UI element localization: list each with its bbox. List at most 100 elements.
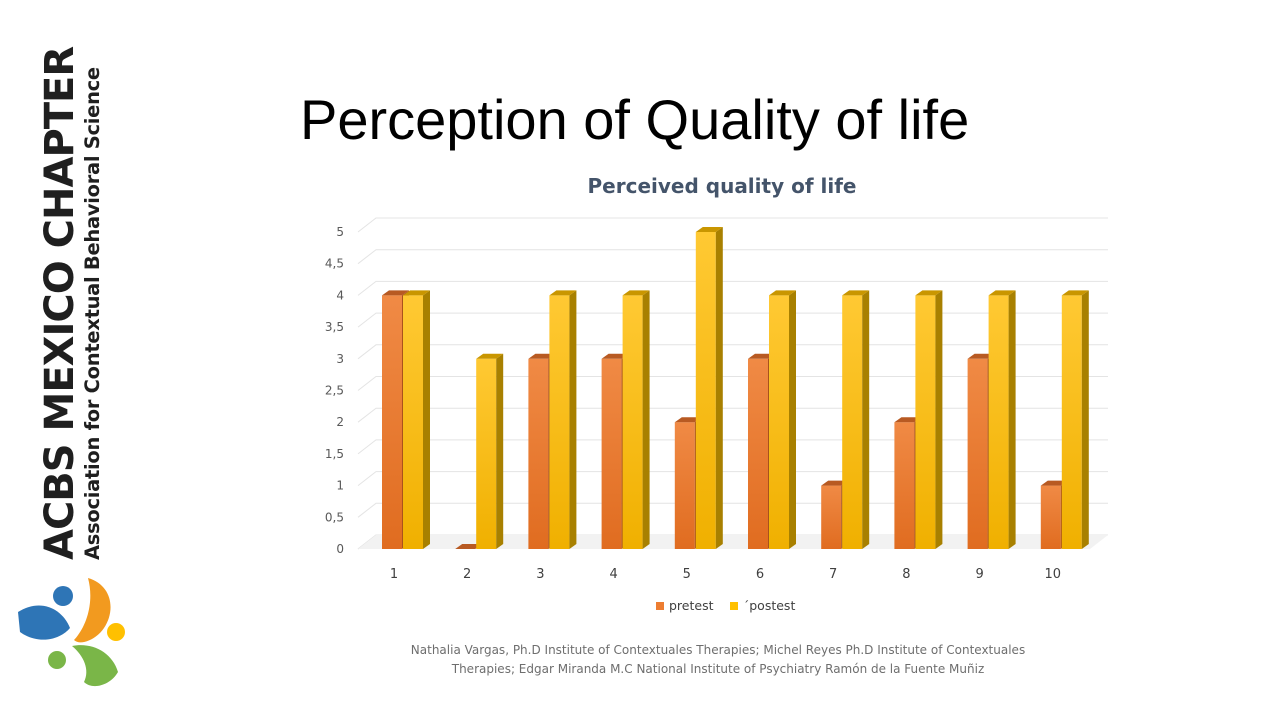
bar-front — [915, 295, 936, 549]
bar-top — [695, 227, 723, 232]
bar-postest — [1061, 290, 1089, 549]
legend-swatch — [730, 602, 738, 610]
x-tick-label: 1 — [390, 567, 398, 582]
bar-side — [423, 290, 430, 549]
bar-chart: Perceived quality of life 0 0,5 1 1,5 2 2,5 3 3… — [325, 174, 1108, 613]
y-tick-label: 0,5 — [325, 510, 344, 524]
gridline — [357, 249, 1108, 265]
x-tick-label: 8 — [902, 567, 910, 582]
logo-dot-yellow — [107, 623, 125, 641]
x-tick-label: 6 — [756, 567, 764, 582]
bar-front — [748, 358, 768, 549]
bar-top — [915, 290, 943, 296]
bar-top — [601, 353, 629, 359]
footnote: Nathalia Vargas, Ph.D Institute of Conte… — [410, 643, 1026, 676]
y-tick-label: 1 — [336, 479, 344, 493]
bar-top — [821, 480, 849, 486]
logo-dot-green — [48, 651, 66, 669]
y-tick-label: 0 — [336, 542, 344, 556]
bar-front — [842, 295, 863, 549]
bar-postest — [915, 290, 943, 549]
bar-postest — [403, 290, 430, 549]
bar-front — [382, 295, 402, 549]
bar-top — [476, 353, 504, 359]
x-tick-label: 7 — [829, 567, 837, 582]
bar-front — [695, 232, 716, 549]
gridline — [357, 280, 1108, 296]
gridline — [357, 217, 1108, 233]
bar-front — [821, 485, 842, 549]
x-tick-label: 3 — [536, 567, 544, 582]
bar-top — [1061, 290, 1089, 296]
acbs-logo: ACBS MEXICO CHAPTER Association for Cont… — [0, 0, 140, 720]
chart-title: Perceived quality of life — [588, 174, 857, 198]
bar-front — [988, 295, 1009, 549]
bar-side — [642, 290, 650, 549]
bar-postest — [695, 227, 723, 549]
bar-side — [569, 290, 577, 549]
bar-top — [894, 417, 922, 423]
legend: pretest ´postest — [656, 598, 795, 613]
y-tick-label: 2 — [336, 415, 344, 429]
slide-title: Perception of Quality of life — [300, 88, 970, 151]
bar-side — [862, 290, 870, 549]
bar-side — [1081, 290, 1089, 549]
bar-side — [789, 290, 796, 549]
bar-top — [403, 290, 430, 296]
bar-front — [1040, 485, 1061, 549]
bar-front — [894, 422, 915, 549]
bar-top — [528, 353, 556, 359]
bar-side — [715, 227, 723, 549]
bar-top — [748, 353, 775, 359]
bar-pretest — [455, 544, 483, 549]
bar-side — [496, 353, 504, 549]
bar-top — [382, 290, 409, 296]
bar-postest — [549, 290, 577, 549]
bar-top — [549, 290, 577, 296]
bar-front — [403, 295, 423, 549]
bar-postest — [842, 290, 870, 549]
bar-front — [967, 358, 988, 549]
logo-emblem — [18, 578, 125, 687]
logo-swoosh-green — [72, 645, 118, 687]
legend-label: ´postest — [743, 598, 795, 613]
bar-front — [528, 358, 549, 549]
x-tick-label: 9 — [975, 567, 983, 582]
bar-top — [622, 290, 650, 296]
x-axis-ticks: 1 2 3 4 5 6 7 8 9 10 — [390, 567, 1061, 582]
bar-front — [769, 295, 789, 549]
y-tick-label: 4,5 — [325, 257, 344, 271]
y-tick-label: 2,5 — [325, 384, 344, 398]
bar-top — [455, 544, 483, 549]
bar-top — [1040, 480, 1068, 486]
y-tick-label: 3 — [336, 352, 344, 366]
bar-front — [1061, 295, 1082, 549]
bars — [382, 227, 1089, 549]
logo-swoosh-blue — [18, 605, 70, 640]
bar-side — [1008, 290, 1016, 549]
x-tick-label: 10 — [1045, 567, 1062, 582]
y-axis-ticks: 0 0,5 1 1,5 2 2,5 3 3,5 4 4,5 5 — [325, 225, 344, 556]
logo-dot-blue — [53, 586, 73, 606]
bar-front — [674, 422, 695, 549]
bar-top — [674, 417, 702, 423]
bar-top — [967, 353, 995, 359]
bar-front — [601, 358, 622, 549]
bar-top — [842, 290, 870, 296]
bar-side — [935, 290, 943, 549]
legend-label: pretest — [669, 598, 714, 613]
x-tick-label: 4 — [609, 567, 617, 582]
bar-top — [988, 290, 1016, 296]
x-tick-label: 5 — [683, 567, 691, 582]
bar-postest — [988, 290, 1016, 549]
bar-front — [476, 358, 497, 549]
bar-top — [769, 290, 796, 296]
bar-postest — [769, 290, 796, 549]
bar-postest — [476, 353, 504, 549]
x-tick-label: 2 — [463, 567, 471, 582]
bar-front — [622, 295, 643, 549]
y-tick-label: 1,5 — [325, 447, 344, 461]
bar-front — [549, 295, 570, 549]
y-tick-label: 3,5 — [325, 320, 344, 334]
legend-swatch — [656, 602, 664, 610]
